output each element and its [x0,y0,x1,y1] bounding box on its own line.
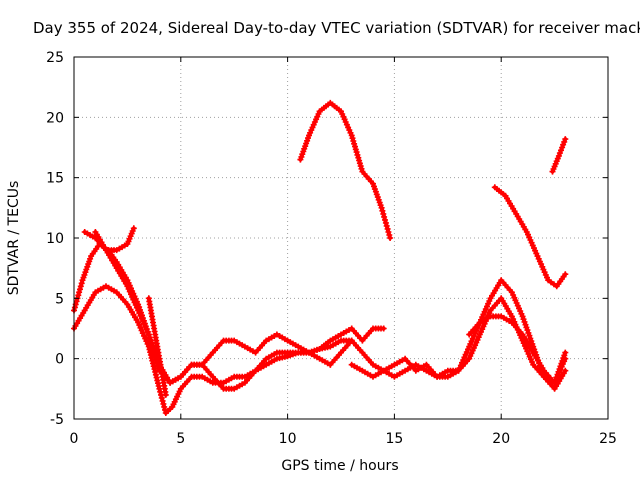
data-point [385,229,392,235]
data-point [162,391,169,398]
tick-labels: 0 5 10 15 20 25 -5 0 5 10 15 20 25 [46,50,617,447]
chart-title: Day 355 of 2024, Sidereal Day-to-day VTE… [33,19,640,37]
data-point [379,207,386,214]
data-point [562,349,569,356]
data-point [562,271,569,278]
x-tick-label: 20 [492,431,510,447]
data-point [76,289,83,296]
series-markers-sat-j [491,184,569,290]
series-track-sat-c [72,284,333,415]
data-point [382,219,389,226]
series-markers-sat-f [297,99,394,241]
data-point [380,210,387,217]
data-point [386,232,393,238]
x-tick-label: 15 [385,431,403,447]
x-axis-label: GPS time / hours [281,458,398,474]
y-axis-label: SDTVAR / TECUs [6,181,22,296]
series-markers-sat-e [145,295,169,398]
y-tick-label: -5 [50,412,64,428]
series-markers-sat-d [92,229,387,386]
data-point [381,213,388,220]
data-point [562,355,569,362]
y-tick-label: 5 [55,291,64,307]
x-tick-label: 10 [279,431,297,447]
data-point [383,222,390,229]
data-point [387,235,394,241]
data-point [130,225,137,232]
data-point [519,313,526,320]
x-tick-label: 5 [176,431,185,447]
data-point [380,325,387,332]
series-markers-sat-i [466,313,569,386]
data-point [77,283,84,290]
series-markers-sat-c [71,283,334,416]
data-point [382,216,388,223]
grid [74,57,608,419]
y-tick-label: 0 [55,352,64,368]
y-tick-label: 15 [46,171,64,187]
series-markers-sat-h [348,277,569,392]
series-markers-sat-b [81,225,137,254]
y-tick-label: 25 [46,50,64,66]
series-markers-sat-k [549,136,569,175]
x-tick-label: 0 [70,431,79,447]
data-point [562,367,569,374]
y-tick-label: 10 [46,231,64,247]
data-series [71,99,569,416]
data-point [562,136,569,143]
y-tick-label: 20 [46,110,64,126]
data-point [521,318,528,325]
x-tick-label: 25 [599,431,617,447]
